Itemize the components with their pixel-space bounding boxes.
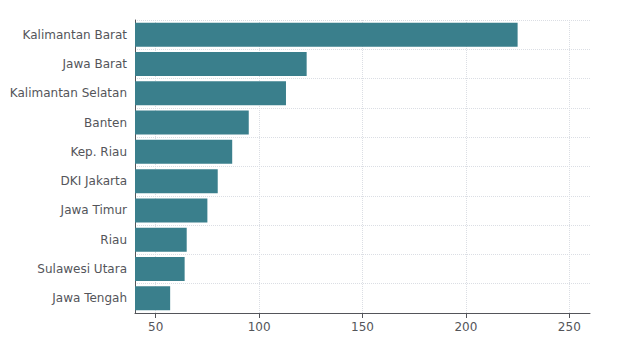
svg-text:100: 100	[248, 320, 271, 334]
svg-text:Kep. Riau: Kep. Riau	[70, 145, 127, 159]
svg-text:Sulawesi Utara: Sulawesi Utara	[37, 262, 127, 276]
svg-text:Jawa Barat: Jawa Barat	[62, 57, 128, 71]
svg-text:Banten: Banten	[84, 116, 127, 130]
svg-text:Riau: Riau	[100, 233, 127, 247]
svg-text:150: 150	[351, 320, 374, 334]
svg-text:Jawa Tengah: Jawa Tengah	[51, 291, 127, 305]
svg-text:DKI Jakarta: DKI Jakarta	[61, 174, 127, 188]
svg-text:Kalimantan Selatan: Kalimantan Selatan	[10, 86, 127, 100]
svg-text:Jawa Timur: Jawa Timur	[60, 203, 127, 217]
svg-text:Kalimantan Barat: Kalimantan Barat	[23, 28, 128, 42]
svg-text:50: 50	[148, 320, 163, 334]
svg-text:200: 200	[454, 320, 477, 334]
svg-text:250: 250	[558, 320, 581, 334]
